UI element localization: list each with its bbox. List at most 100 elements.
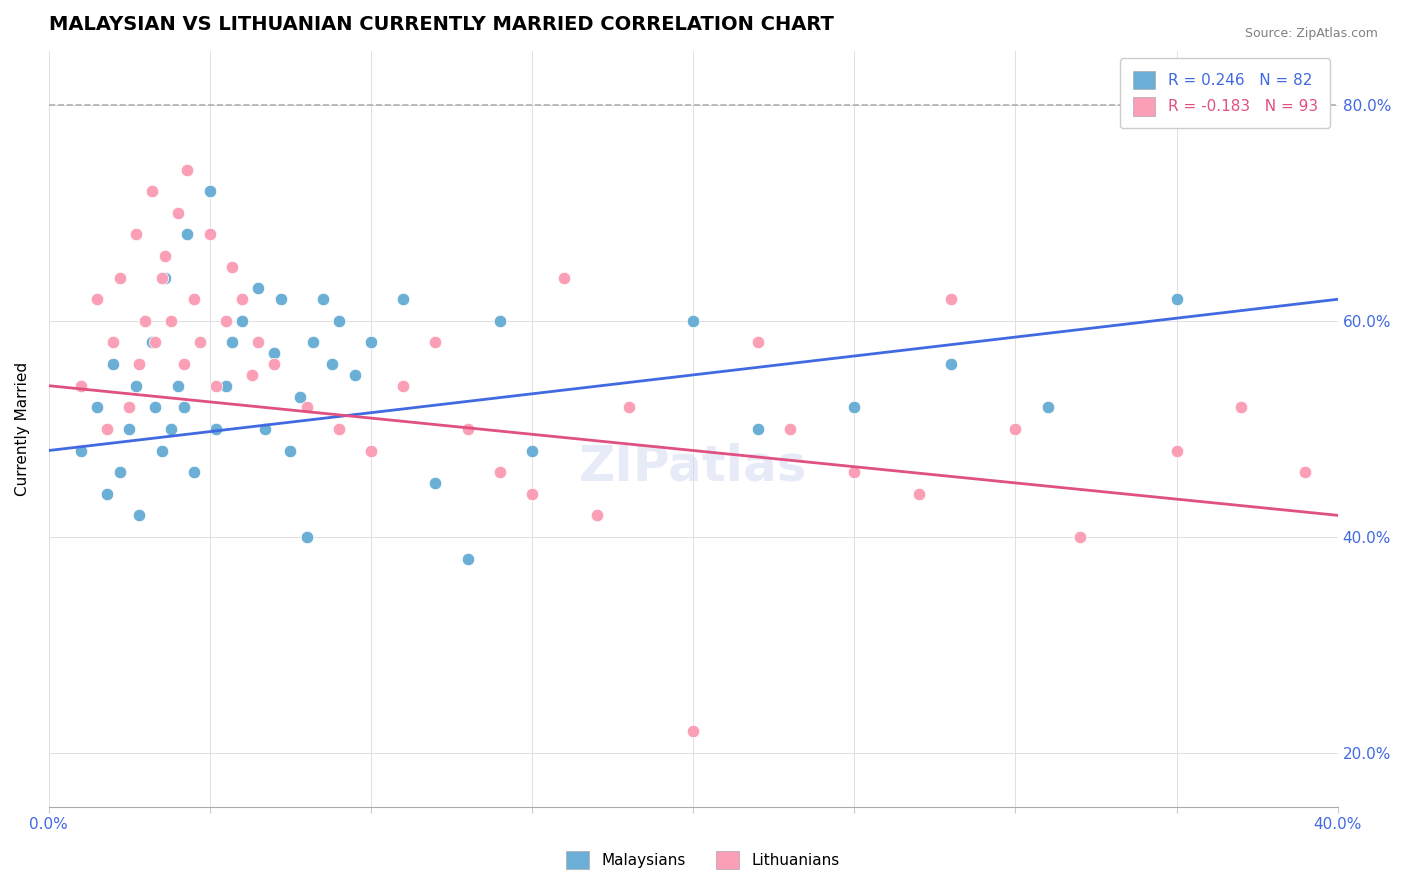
Point <box>134 314 156 328</box>
Point <box>311 293 333 307</box>
Point <box>221 335 243 350</box>
Point <box>215 314 238 328</box>
Text: Source: ZipAtlas.com: Source: ZipAtlas.com <box>1244 27 1378 40</box>
Point <box>125 378 148 392</box>
Point <box>86 293 108 307</box>
Point <box>1166 443 1188 458</box>
Point <box>844 465 866 479</box>
Point <box>392 293 415 307</box>
Point <box>150 270 173 285</box>
Point <box>553 270 575 285</box>
Legend: R = 0.246   N = 82, R = -0.183   N = 93: R = 0.246 N = 82, R = -0.183 N = 93 <box>1121 59 1330 128</box>
Point <box>153 249 176 263</box>
Point <box>425 475 447 490</box>
Point <box>188 335 211 350</box>
Point <box>585 508 607 523</box>
Point <box>263 357 285 371</box>
Point <box>280 443 302 458</box>
Point <box>183 293 205 307</box>
Point <box>520 486 543 500</box>
Point <box>288 390 311 404</box>
Point <box>617 401 640 415</box>
Point <box>1069 530 1091 544</box>
Point <box>103 357 125 371</box>
Point <box>240 368 263 382</box>
Point <box>585 508 607 523</box>
Point <box>1294 465 1316 479</box>
Point <box>939 357 962 371</box>
Point <box>198 184 221 198</box>
Point <box>343 368 366 382</box>
Point <box>682 724 704 739</box>
Point <box>143 335 166 350</box>
Point <box>682 314 704 328</box>
Legend: Malaysians, Lithuanians: Malaysians, Lithuanians <box>560 845 846 875</box>
Point <box>86 401 108 415</box>
Point <box>166 378 188 392</box>
Point <box>173 357 195 371</box>
Y-axis label: Currently Married: Currently Married <box>15 362 30 496</box>
Point <box>205 378 228 392</box>
Point <box>205 422 228 436</box>
Point <box>392 378 415 392</box>
Point <box>939 293 962 307</box>
Point <box>489 465 512 479</box>
Point <box>215 378 238 392</box>
Point <box>125 227 148 242</box>
Point <box>360 335 382 350</box>
Point <box>231 314 253 328</box>
Point <box>295 401 318 415</box>
Point <box>270 293 292 307</box>
Point <box>747 422 769 436</box>
Point <box>321 357 343 371</box>
Point <box>141 335 163 350</box>
Point <box>1263 854 1285 868</box>
Point <box>295 530 318 544</box>
Point <box>118 401 141 415</box>
Point <box>747 335 769 350</box>
Point <box>128 508 150 523</box>
Point <box>141 184 163 198</box>
Point <box>176 227 198 242</box>
Point <box>70 378 93 392</box>
Point <box>779 422 801 436</box>
Point <box>188 335 211 350</box>
Point <box>247 281 270 295</box>
Point <box>108 270 131 285</box>
Point <box>231 293 253 307</box>
Point <box>425 335 447 350</box>
Point <box>118 422 141 436</box>
Point <box>160 314 183 328</box>
Point <box>457 551 479 566</box>
Point <box>247 335 270 350</box>
Point <box>166 206 188 220</box>
Point <box>328 314 350 328</box>
Point <box>96 422 118 436</box>
Point <box>253 422 276 436</box>
Point <box>240 368 263 382</box>
Point <box>489 314 512 328</box>
Point <box>96 486 118 500</box>
Point <box>153 270 176 285</box>
Point <box>108 465 131 479</box>
Text: MALAYSIAN VS LITHUANIAN CURRENTLY MARRIED CORRELATION CHART: MALAYSIAN VS LITHUANIAN CURRENTLY MARRIE… <box>49 15 834 34</box>
Point <box>173 401 195 415</box>
Point <box>1230 401 1253 415</box>
Point <box>1036 401 1059 415</box>
Point <box>183 465 205 479</box>
Point <box>457 422 479 436</box>
Point <box>160 422 183 436</box>
Point <box>328 422 350 436</box>
Point <box>150 443 173 458</box>
Point <box>263 346 285 360</box>
Point <box>1166 293 1188 307</box>
Text: ZIPatlas: ZIPatlas <box>579 442 807 491</box>
Point <box>176 162 198 177</box>
Point <box>520 443 543 458</box>
Point <box>302 335 325 350</box>
Point <box>128 357 150 371</box>
Point <box>70 443 93 458</box>
Point <box>907 486 929 500</box>
Point <box>360 443 382 458</box>
Point <box>103 335 125 350</box>
